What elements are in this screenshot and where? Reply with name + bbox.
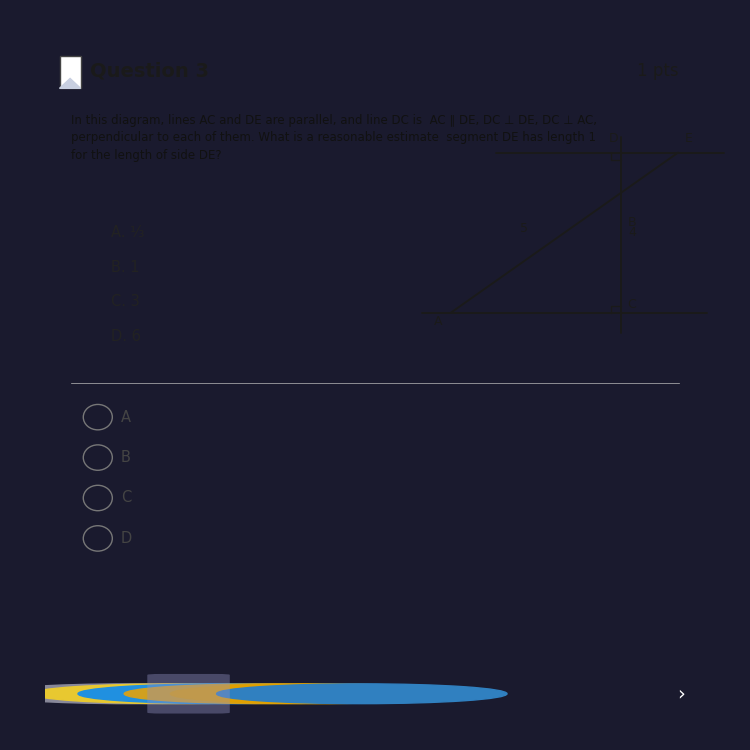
Text: D: D — [121, 531, 132, 546]
Text: C. 3: C. 3 — [111, 294, 140, 309]
Text: D: D — [609, 132, 618, 146]
Circle shape — [124, 684, 415, 703]
Text: 5: 5 — [520, 222, 529, 236]
Text: B: B — [628, 216, 637, 229]
Circle shape — [32, 684, 322, 703]
Text: 4: 4 — [628, 226, 636, 239]
Text: D. 6: D. 6 — [111, 328, 141, 344]
Text: 1 pts: 1 pts — [637, 62, 679, 80]
Text: A: A — [121, 410, 131, 424]
Text: A: A — [433, 315, 442, 328]
Text: for the length of side DE?: for the length of side DE? — [71, 148, 222, 161]
Text: C: C — [121, 490, 131, 506]
Circle shape — [0, 684, 276, 703]
Text: B: B — [121, 450, 130, 465]
Text: B. 1: B. 1 — [111, 260, 140, 274]
Circle shape — [170, 684, 460, 703]
Text: Question 3: Question 3 — [90, 62, 209, 81]
Text: A. ¹⁄₃: A. ¹⁄₃ — [111, 225, 144, 240]
Text: C: C — [627, 298, 636, 311]
Circle shape — [78, 684, 368, 703]
Circle shape — [217, 684, 507, 703]
Bar — [59, 56, 81, 88]
Polygon shape — [59, 79, 81, 88]
Text: E: E — [685, 132, 693, 146]
Text: perpendicular to each of them. What is a reasonable estimate  segment DE has len: perpendicular to each of them. What is a… — [71, 131, 596, 144]
FancyBboxPatch shape — [147, 674, 230, 713]
Text: In this diagram, lines AC and DE are parallel, and line DC is  AC ∥ DE, DC ⊥ DE,: In this diagram, lines AC and DE are par… — [71, 114, 598, 127]
Text: ›: › — [677, 684, 686, 703]
